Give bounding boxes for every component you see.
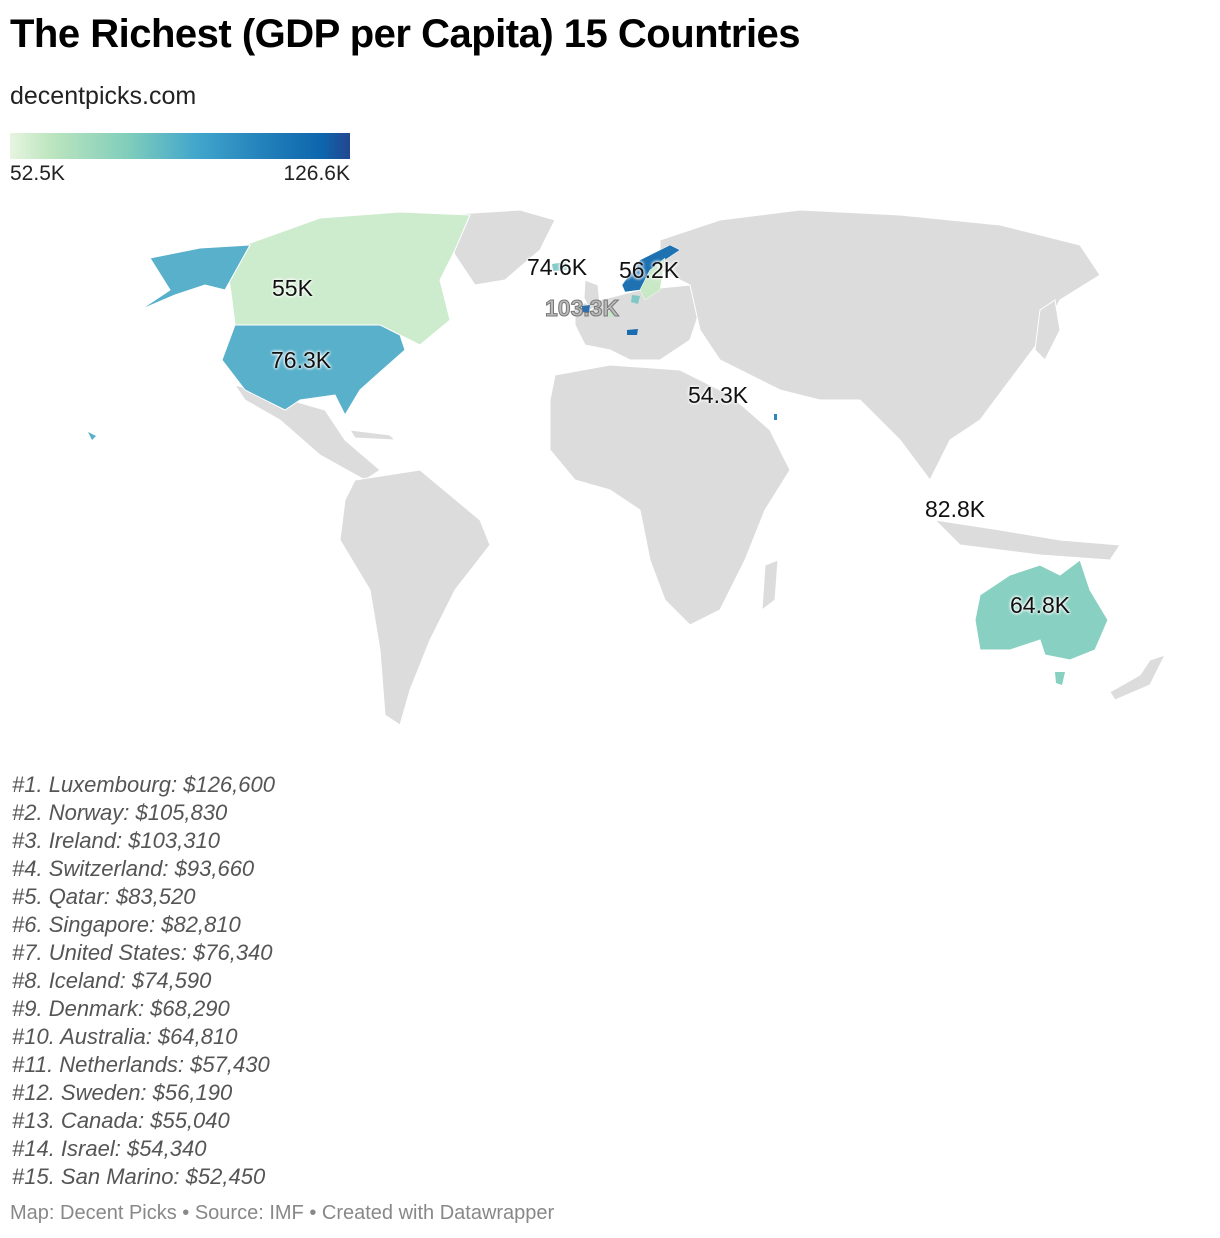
ranking-item: #11. Netherlands: $57,430 <box>12 1052 270 1077</box>
ranking-item: #1. Luxembourg: $126,600 <box>12 772 275 797</box>
chart-subtitle: decentpicks.com <box>10 82 197 110</box>
europe[interactable] <box>574 284 701 361</box>
usa-shape[interactable] <box>221 324 406 417</box>
ranking-item: #3. Ireland: $103,310 <box>12 828 220 853</box>
south-america[interactable] <box>339 469 491 726</box>
label-canada: 55K <box>272 275 313 301</box>
tasmania-shape[interactable] <box>1055 672 1065 685</box>
label-australia: 64.8K <box>1010 592 1071 618</box>
ranking-item: #8. Iceland: $74,590 <box>12 968 212 993</box>
ranking-item: #2. Norway: $105,830 <box>12 800 228 825</box>
ranking-item: #7. United States: $76,340 <box>12 940 273 965</box>
russia-asia[interactable] <box>659 209 1101 481</box>
chart-title: The Richest (GDP per Capita) 15 Countrie… <box>10 12 801 56</box>
ranking-item: #14. Israel: $54,340 <box>12 1136 207 1161</box>
iceland-shape[interactable] <box>552 262 567 271</box>
label-iceland: 74.6K <box>527 254 588 280</box>
world-map: 55K 76.3K 74.6K 56.2K 103.3K 54.3K 82.8K… <box>0 200 1220 740</box>
ranking-item: #4. Switzerland: $93,660 <box>12 856 255 881</box>
color-legend: 52.5K 126.6K <box>10 133 350 186</box>
ranking-item: #5. Qatar: $83,520 <box>12 884 196 909</box>
ireland-shape[interactable] <box>582 305 590 313</box>
legend-min-label: 52.5K <box>10 162 65 185</box>
ranking-item: #15. San Marino: $52,450 <box>12 1164 266 1189</box>
hawaii-shape[interactable] <box>88 432 96 440</box>
ranking-item: #6. Singapore: $82,810 <box>12 912 241 937</box>
uk[interactable] <box>583 279 601 311</box>
madagascar[interactable] <box>761 559 779 612</box>
label-usa: 76.3K <box>271 347 332 373</box>
ranking-item: #9. Denmark: $68,290 <box>12 996 230 1021</box>
qatar-shape[interactable] <box>774 414 777 420</box>
switzerland-shape[interactable] <box>627 329 638 335</box>
australia-shape[interactable] <box>974 559 1109 661</box>
caribbean[interactable] <box>349 429 397 441</box>
netherlands-shape[interactable] <box>608 312 614 317</box>
legend-max-label: 126.6K <box>283 162 350 185</box>
mexico[interactable] <box>233 384 381 481</box>
sweden-shape[interactable] <box>639 257 666 301</box>
ranking-item: #13. Canada: $55,040 <box>12 1108 230 1133</box>
ranking-item: #10. Australia: $64,810 <box>12 1024 238 1049</box>
ranking-list: #1. Luxembourg: $126,600 #2. Norway: $10… <box>12 771 275 1191</box>
ranking-item: #12. Sweden: $56,190 <box>12 1080 233 1105</box>
label-ireland: 103.3K <box>544 295 620 322</box>
africa[interactable] <box>549 364 791 626</box>
indonesia[interactable] <box>933 519 1121 561</box>
norway-shape[interactable] <box>621 244 681 293</box>
denmark-shape[interactable] <box>631 295 640 304</box>
new-zealand[interactable] <box>1109 654 1166 701</box>
source-footer: Map: Decent Picks • Source: IMF • Create… <box>10 1202 555 1224</box>
japan[interactable] <box>1034 299 1061 361</box>
label-sweden: 56.2K <box>619 257 680 283</box>
greenland[interactable] <box>439 209 556 286</box>
label-israel: 54.3K <box>688 382 749 408</box>
legend-gradient-bar <box>10 133 350 159</box>
label-singapore: 82.8K <box>925 496 986 522</box>
alaska-shape[interactable] <box>139 244 251 311</box>
world-map-svg <box>88 209 1166 726</box>
